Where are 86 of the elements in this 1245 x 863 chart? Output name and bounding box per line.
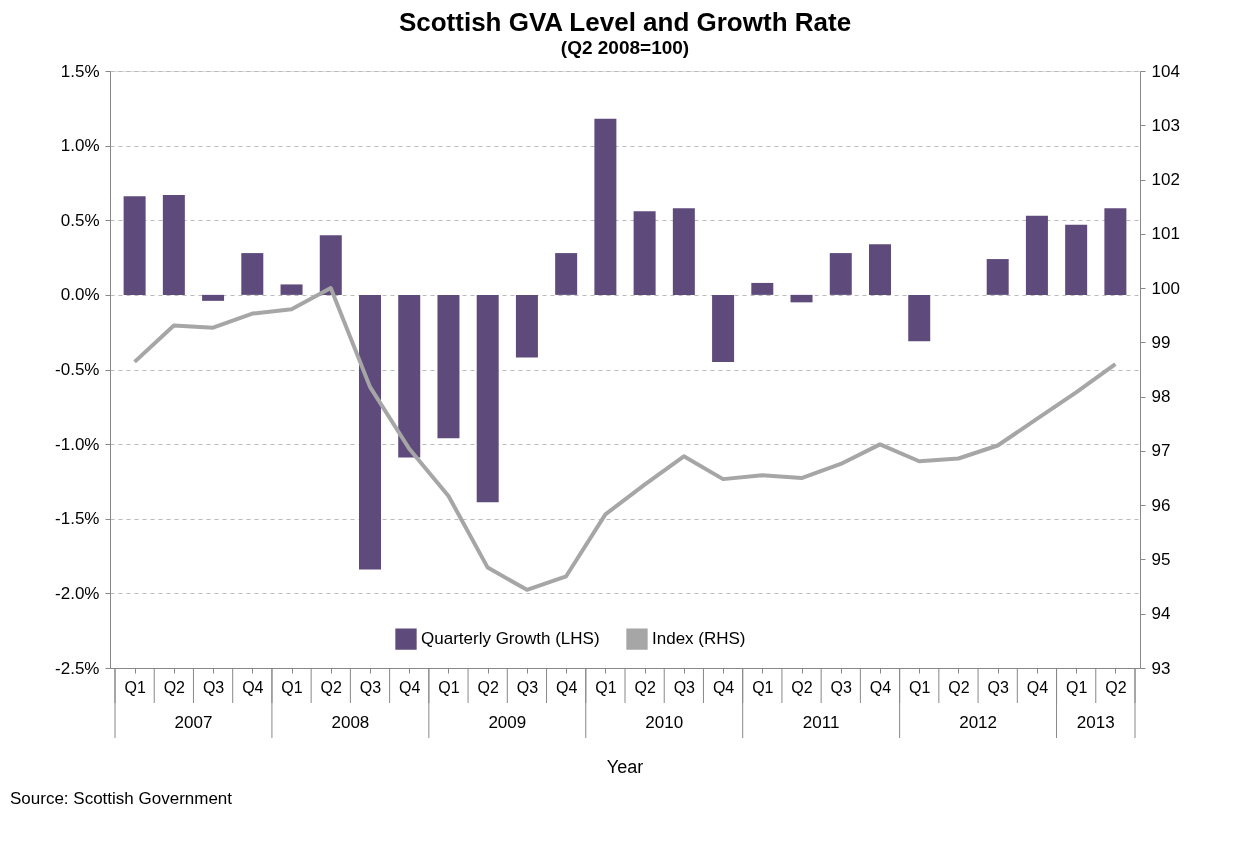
y2-tick-label: 97 [1151,441,1171,461]
y2-tick-label: 100 [1151,278,1180,298]
bar [123,196,146,295]
y2-tick-label: 104 [1151,61,1180,81]
bar [986,259,1009,295]
y-tick-label: 0.5% [60,210,100,230]
text: 2007 [174,713,213,732]
line-series [132,286,1118,592]
y2-tick-label: 95 [1151,549,1171,569]
x-tick-label: Q3 [516,678,539,696]
legend-label: Index (RHS) [652,629,746,649]
y-tick-label: -2.5% [55,658,100,678]
y2-tick-label: 103 [1151,115,1180,135]
bar [672,208,695,295]
x-tick-label: Q3 [987,678,1009,696]
y2-tick-label: 102 [1151,170,1180,190]
x-tick-label: Q2 [163,678,186,696]
x-tick-label: Q1 [1065,678,1088,696]
bar [359,294,381,570]
x-tick-label: Q2 [634,678,656,696]
bar [555,253,578,295]
text: 2009 [488,713,527,732]
bar [241,253,264,295]
bar [594,118,617,295]
x-tick-label: Q3 [673,678,696,696]
bar [712,294,735,363]
bar [751,282,774,295]
x-tick-label: Q4 [869,678,892,696]
x-tick-label: Q4 [1026,678,1049,696]
x-tick-label: Q1 [281,678,303,696]
x-tick-label: Q1 [595,678,617,696]
y-tick-label: 1.5% [60,61,100,81]
bar [829,253,852,295]
x-tick-label: Q2 [1105,678,1127,696]
bar [1104,208,1127,295]
x-tick-label: Q3 [830,678,853,696]
y-tick-label: -2.0% [55,583,100,603]
y2-tick-label: 96 [1151,495,1171,515]
text: 2013 [1076,713,1115,732]
bar [202,294,225,301]
bar [633,211,656,295]
y-tick-label: -1.5% [55,509,100,529]
bar [790,294,813,303]
chart-title: Scottish GVA Level and Growth Rate [398,7,852,37]
x-tick-label: Q1 [752,678,774,696]
chart-subtitle: (Q2 2008=100) [560,37,690,58]
x-tick-label: Q2 [320,678,343,696]
y2-tick-label: 93 [1151,658,1171,678]
x-tick-label: Q4 [712,678,735,696]
text: 2010 [645,713,684,732]
x-tick-label: Q1 [124,678,146,696]
x-tick-label: Q4 [555,678,578,696]
source-note: Source: Scottish Government [10,789,233,808]
bar [437,294,460,439]
bar [280,284,303,295]
x-tick-label: Q3 [359,678,382,696]
y-tick-label: -1.0% [55,434,100,454]
x-tick-label: Q2 [477,678,499,696]
x-axis-title: Year [606,757,644,777]
x-tick-label: Q1 [438,678,460,696]
text: 2008 [331,713,370,732]
x-tick-label: Q1 [909,678,931,696]
legend-label: Quarterly Growth (LHS) [421,629,600,649]
x-tick-label: Q4 [242,678,264,696]
y-tick-label: 0.0% [60,285,100,305]
x-tick-label: Q3 [202,678,225,696]
x-tick-label: Q4 [399,678,421,696]
bar [1065,224,1088,295]
x-tick-label: Q2 [791,678,813,696]
bar [908,294,931,342]
bar [1025,215,1048,295]
text: 2011 [802,713,840,732]
y-tick-label: -0.5% [55,360,100,379]
bar [869,244,891,295]
y2-tick-label: 99 [1151,332,1171,352]
text: 2012 [959,713,997,732]
y-tick-label: 1.0% [60,136,100,156]
bar [319,235,342,295]
y2-tick-label: 94 [1151,604,1171,624]
y2-tick-label: 101 [1151,224,1180,244]
bar [476,294,499,503]
bar [398,294,421,458]
y2-tick-label: 98 [1151,387,1171,407]
bar [515,294,538,358]
x-tick-label: Q2 [948,678,970,696]
bar [162,194,185,295]
